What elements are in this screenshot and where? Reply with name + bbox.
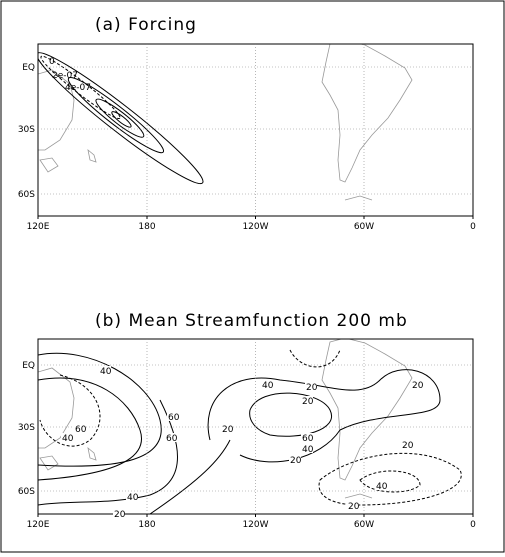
- contour-label: 0: [49, 57, 55, 67]
- label-bg: [347, 501, 359, 510]
- label-bg: [301, 396, 313, 405]
- y-tick-label: EQ: [22, 63, 35, 73]
- x-tick-label: 120E: [27, 222, 50, 232]
- contour-label: 20: [306, 383, 318, 393]
- x-tick-label: 120W: [242, 222, 268, 232]
- label-bg: [305, 382, 317, 391]
- map-border: [37, 43, 474, 217]
- contour-label: 20: [412, 381, 424, 391]
- contour-label: 20: [302, 397, 314, 407]
- y-tick-label: EQ: [22, 361, 35, 371]
- label-bg: [167, 412, 179, 421]
- x-tick-label: 0: [470, 222, 476, 232]
- contour-label: 60: [75, 425, 87, 435]
- x-tick-label: 120E: [27, 520, 50, 530]
- map-area: [38, 44, 413, 201]
- y-tick-label: 60S: [18, 190, 35, 200]
- coastline: [38, 339, 413, 499]
- contour-label: 2e-07: [52, 71, 78, 81]
- label-bg: [99, 366, 111, 375]
- label-bg: [165, 433, 177, 442]
- label-bg: [113, 509, 125, 518]
- contour-label: 40: [62, 434, 74, 444]
- label-bg: [126, 492, 138, 501]
- contour-label: 20: [290, 456, 302, 466]
- contours: [38, 52, 204, 185]
- contour-label: 4e-07: [65, 83, 91, 93]
- x-tick-label: 0: [470, 520, 476, 530]
- y-tick-label: 30S: [18, 423, 35, 433]
- contour-label: 60: [166, 434, 178, 444]
- coastline: [38, 44, 413, 201]
- label-bg: [401, 440, 413, 449]
- contour-label: 60: [302, 434, 314, 444]
- x-tick-label: 60W: [354, 222, 374, 232]
- label-bg: [411, 380, 423, 389]
- panel-title: (b) Mean Streamfunction 200 mb: [95, 311, 408, 331]
- x-tick-label: 180: [138, 222, 155, 232]
- contour-label: 60: [168, 413, 180, 423]
- contour-label: 20: [222, 425, 234, 435]
- label-bg: [301, 444, 313, 453]
- map-area: [38, 339, 462, 514]
- contour-label: 20: [114, 510, 126, 520]
- label-bg: [61, 433, 73, 442]
- label-bg: [289, 455, 301, 464]
- label-bg: [375, 481, 387, 490]
- label-bg: [221, 424, 233, 433]
- x-tick-label: 60W: [354, 520, 374, 530]
- contour-label: 40: [302, 445, 314, 455]
- contour-label: 40: [100, 367, 112, 377]
- contour-label: 40: [262, 381, 274, 391]
- panel-title: (a) Forcing: [95, 15, 197, 35]
- y-tick-label: 30S: [18, 125, 35, 135]
- contour-label: 20: [402, 441, 414, 451]
- x-tick-label: 180: [138, 520, 155, 530]
- contour-label: 40: [127, 493, 139, 503]
- label-bg: [301, 433, 313, 442]
- contour-label: 20: [348, 502, 360, 512]
- label-bg: [74, 424, 86, 433]
- contour-label: 40: [376, 482, 388, 492]
- x-tick-label: 120W: [242, 520, 268, 530]
- label-bg: [261, 380, 273, 389]
- y-tick-label: 60S: [18, 487, 35, 497]
